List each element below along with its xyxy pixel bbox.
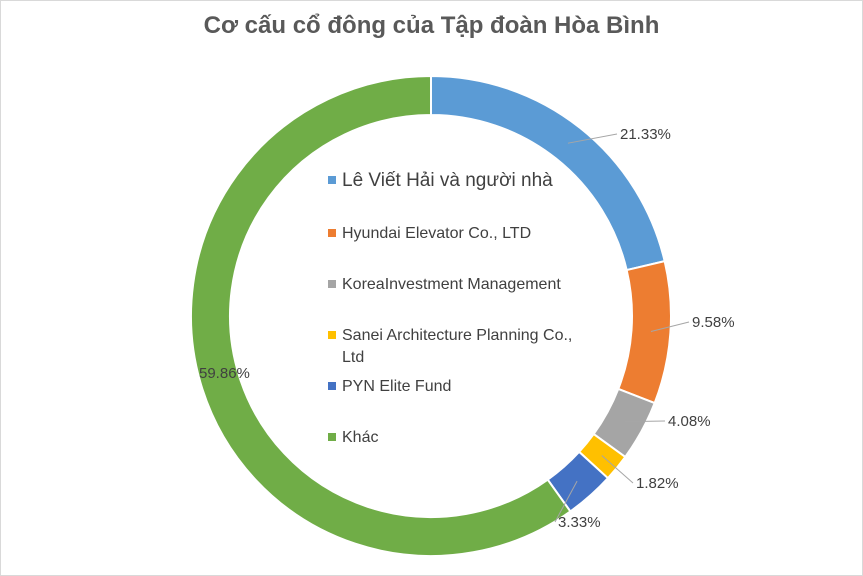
data-label-le-viet-hai: 21.33% [620, 126, 671, 143]
leader-line-pyn-elite-fund [554, 480, 578, 523]
legend-label: PYN Elite Fund [342, 378, 452, 395]
leader-line-le-viet-hai [567, 133, 618, 144]
data-label-khac: 59.86% [199, 365, 250, 382]
data-label-sanei-architecture: 1.82% [636, 475, 679, 492]
legend-swatch [328, 176, 336, 184]
legend-label: Hyundai Elevator Co., LTD [342, 225, 532, 242]
data-label-hyundai-elevator: 9.58% [692, 314, 735, 331]
leader-line-korea-investment [624, 420, 666, 423]
legend-label: KoreaInvestment Management [342, 276, 561, 293]
legend-item-le-viet-hai: Lê Viết Hải và người nhà [328, 170, 553, 192]
legend-item-hyundai-elevator: Hyundai Elevator Co., LTD [328, 223, 531, 245]
donut-slice-hyundai-elevator [617, 259, 672, 405]
legend-item-khac: Khác [328, 427, 378, 449]
legend-item-sanei-architecture: Sanei Architecture Planning Co., Ltd [328, 325, 597, 369]
legend-swatch [328, 229, 336, 237]
legend-item-pyn-elite-fund: PYN Elite Fund [328, 376, 451, 398]
legend-swatch [328, 382, 336, 390]
legend-swatch [328, 433, 336, 441]
legend-label: Lê Viết Hải và người nhà [342, 170, 553, 191]
legend-swatch [328, 331, 336, 339]
data-label-pyn-elite-fund: 3.33% [558, 514, 601, 531]
data-label-korea-investment: 4.08% [668, 413, 711, 430]
chart-title: Cơ cấu cổ đông của Tập đoàn Hòa Bình [203, 12, 660, 39]
leader-line-hyundai-elevator [650, 321, 690, 332]
leader-line-sanei-architecture [601, 455, 634, 484]
legend-swatch [328, 280, 336, 288]
legend-label: Sanei Architecture Planning Co., Ltd [342, 327, 573, 366]
legend-label: Khác [342, 429, 379, 446]
donut-slice-khac [190, 74, 572, 557]
legend-item-korea-investment: KoreaInvestment Management [328, 274, 561, 296]
